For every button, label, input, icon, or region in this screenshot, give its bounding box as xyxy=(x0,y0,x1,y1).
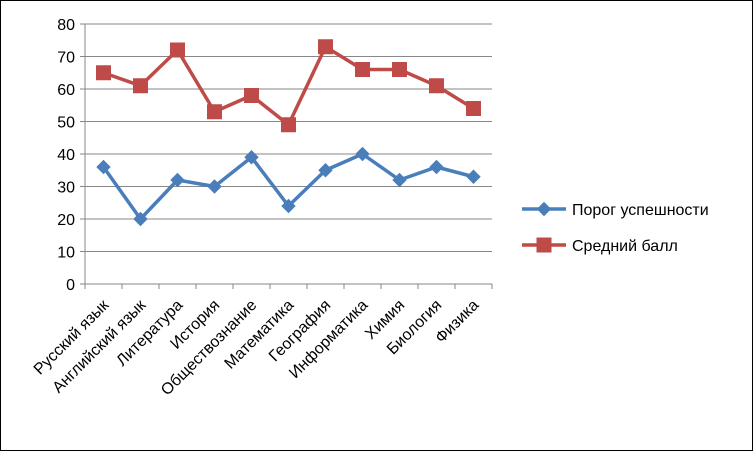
data-point xyxy=(96,65,111,81)
data-point xyxy=(207,179,222,194)
data-point xyxy=(355,62,370,77)
data-point xyxy=(244,88,259,103)
y-tick-label: 0 xyxy=(66,277,75,294)
data-point xyxy=(429,78,444,94)
legend-label: Порог успешности xyxy=(572,202,709,219)
series-1 xyxy=(96,146,481,227)
series-2 xyxy=(96,39,481,133)
y-tick-label: 60 xyxy=(57,82,75,99)
data-point xyxy=(466,101,481,116)
y-tick-label: 70 xyxy=(57,50,75,67)
y-tick-label: 40 xyxy=(57,147,75,164)
data-point xyxy=(392,62,407,77)
data-point xyxy=(318,39,333,55)
y-tick-label: 80 xyxy=(57,17,75,34)
data-point xyxy=(244,150,259,165)
data-point xyxy=(466,169,481,184)
data-point xyxy=(133,78,148,94)
legend-marker xyxy=(536,237,552,253)
data-point xyxy=(429,159,444,175)
y-tick-label: 20 xyxy=(57,212,75,229)
series xyxy=(96,39,481,227)
data-point xyxy=(133,211,148,227)
data-point xyxy=(170,172,185,188)
data-point xyxy=(96,159,111,175)
data-point xyxy=(318,163,333,178)
y-tick-label: 10 xyxy=(57,245,75,262)
data-point xyxy=(355,146,370,162)
y-tick-labels: 0 10 20 30 40 50 60 70 80 xyxy=(57,17,75,294)
axes xyxy=(80,23,493,289)
series-line xyxy=(102,45,475,127)
legend-item-1: Порог успешности xyxy=(522,201,709,219)
data-point xyxy=(281,117,296,133)
data-point xyxy=(207,104,222,120)
y-tick-label: 30 xyxy=(57,180,75,197)
legend-label: Средний балл xyxy=(572,238,678,255)
y-tick-label: 50 xyxy=(57,115,75,132)
legend: Порог успешности Средний балл xyxy=(522,201,709,255)
legend-item-2: Средний балл xyxy=(522,237,678,255)
data-point xyxy=(392,172,407,188)
data-point xyxy=(170,42,185,58)
data-point xyxy=(281,198,296,214)
legend-marker xyxy=(536,201,552,217)
